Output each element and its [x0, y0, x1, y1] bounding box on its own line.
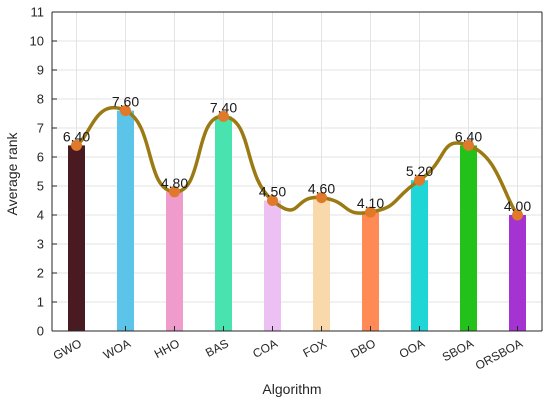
data-point-marker — [169, 186, 180, 198]
y-tick-label: 9 — [37, 63, 44, 78]
y-tick-label: 1 — [37, 295, 44, 310]
data-label: 4.00 — [504, 198, 531, 214]
y-tick-label: 0 — [37, 324, 44, 339]
trend-line — [71, 105, 523, 221]
data-point-marker — [365, 206, 376, 218]
data-label: 7.40 — [210, 99, 237, 115]
y-tick-label: 6 — [37, 150, 44, 165]
bar-hho — [166, 191, 183, 331]
y-axis-label: Average rank — [4, 131, 20, 215]
data-label: 6.40 — [63, 128, 90, 144]
data-point-marker — [463, 139, 474, 151]
data-point-marker — [316, 192, 327, 204]
bar-woa — [117, 110, 134, 331]
bar-fox — [313, 197, 330, 331]
bar-bas — [215, 116, 232, 332]
data-point-marker — [267, 195, 278, 206]
bar-gwo — [68, 145, 85, 331]
bar-coa — [264, 200, 281, 331]
bars — [68, 110, 526, 332]
data-label: 4.10 — [357, 195, 384, 211]
bar-sboa — [460, 145, 477, 331]
data-label: 4.60 — [308, 181, 335, 197]
data-label: 4.80 — [161, 175, 188, 191]
y-tick-label: 7 — [37, 121, 44, 136]
data-point-marker — [71, 139, 82, 151]
bar-ooa — [411, 180, 428, 331]
data-label: 4.50 — [259, 184, 286, 200]
data-point-marker — [512, 209, 523, 221]
trend-curve — [74, 106, 520, 217]
y-tick-label: 8 — [37, 92, 44, 107]
bar-orsboa — [509, 215, 526, 331]
y-tick-label: 2 — [37, 266, 44, 281]
data-label: 6.40 — [455, 128, 482, 144]
y-tick-label: 3 — [37, 237, 44, 252]
y-tick-label: 4 — [37, 208, 44, 223]
data-label: 7.60 — [112, 94, 139, 110]
y-tick-label: 5 — [37, 179, 44, 194]
data-label: 5.20 — [406, 163, 433, 179]
y-tick-label: 10 — [30, 34, 44, 49]
data-labels: 6.40 7.60 4.80 7.40 4.50 4.60 4.10 5.20 6.40 4.00 — [63, 94, 531, 214]
x-axis-label: Algorithm — [262, 381, 321, 397]
y-tick-label: 11 — [31, 5, 45, 20]
data-point-marker — [120, 105, 131, 117]
data-point-marker — [218, 110, 229, 122]
data-point-marker — [414, 174, 425, 186]
bar-dbo — [362, 212, 379, 331]
